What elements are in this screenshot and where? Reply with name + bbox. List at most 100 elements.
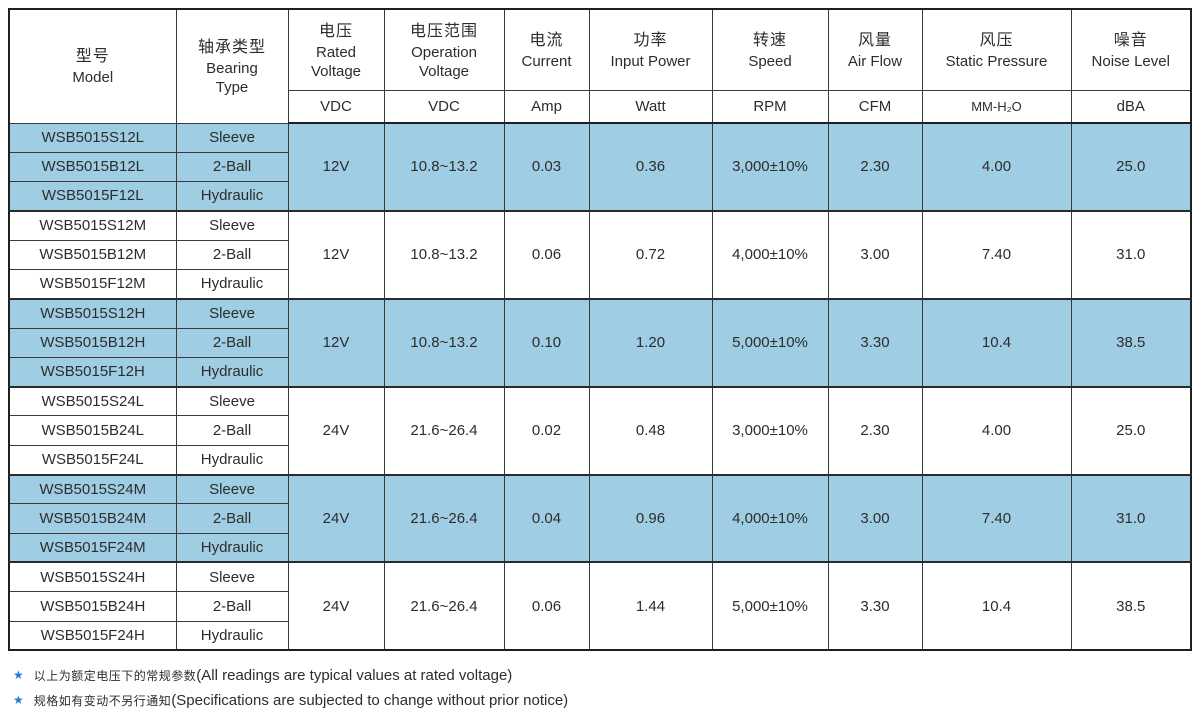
unit-header-speed: RPM: [711, 90, 829, 124]
star-icon: ★: [13, 693, 24, 707]
table-row: WSB5015S24H Sleeve 24V 21.6~26.4 0.06 1.…: [8, 561, 1192, 651]
rated-voltage-cell: 12V: [287, 297, 385, 388]
unit-header-static-pressure: MM-H₂O: [921, 90, 1072, 124]
footnotes: ★ 以上为额定电压下的常规参数(All readings are typical …: [13, 663, 568, 713]
operation-voltage-cell: 10.8~13.2: [383, 297, 505, 388]
bearing-cell: Sleeve: [175, 209, 289, 241]
model-cell: WSB5015F12M: [8, 268, 177, 300]
bearing-cell: 2-Ball: [175, 327, 289, 358]
bearing-cell: Hydraulic: [175, 444, 289, 476]
footnote-text-en: (All readings are typical values at rate…: [196, 667, 513, 684]
model-cell: WSB5015B12M: [8, 239, 177, 270]
model-cell: WSB5015S12H: [8, 297, 177, 329]
input-power-cell: 0.96: [588, 473, 713, 563]
table-row: WSB5015B12L 2-Ball: [8, 151, 1191, 183]
table-row: WSB5015B12H 2-Ball: [8, 327, 1191, 358]
table-row: WSB5015B24H 2-Ball: [8, 591, 1191, 622]
current-cell: 0.06: [503, 561, 590, 651]
air-flow-cell: 3.00: [827, 473, 923, 563]
bearing-cell: Sleeve: [175, 385, 289, 417]
bearing-cell: 2-Ball: [175, 503, 289, 534]
table-row: WSB5015F24L Hydraulic: [8, 444, 1191, 476]
model-cell: WSB5015B24L: [8, 415, 177, 446]
current-cell: 0.02: [503, 385, 590, 476]
speed-cell: 4,000±10%: [711, 209, 829, 300]
static-pressure-cell: 4.00: [921, 122, 1072, 212]
table-header: 型号 Model 轴承类型 Bearing Type 电压 Rated Volt…: [8, 8, 1192, 124]
operation-voltage-cell: 21.6~26.4: [383, 561, 505, 651]
unit-header-air-flow: CFM: [827, 90, 923, 124]
bearing-cell: Sleeve: [175, 297, 289, 329]
rated-voltage-cell: 24V: [287, 385, 385, 476]
operation-voltage-cell: 21.6~26.4: [383, 385, 505, 476]
model-cell: WSB5015S24L: [8, 385, 177, 417]
bearing-cell: 2-Ball: [175, 239, 289, 270]
column-header-noise-level: 噪音 Noise Level: [1070, 8, 1192, 91]
model-cell: WSB5015F24L: [8, 444, 177, 476]
footnote-text-zh: 规格如有变动不另行通知: [33, 694, 172, 708]
noise-level-cell: 38.5: [1070, 561, 1192, 651]
rated-voltage-cell: 24V: [287, 473, 385, 563]
header-model-zh: 型号: [75, 48, 110, 66]
model-cell: WSB5015F24M: [8, 532, 177, 563]
air-flow-cell: 3.00: [827, 209, 923, 300]
model-cell: WSB5015S24M: [8, 473, 177, 505]
model-cell: WSB5015S24H: [8, 561, 177, 593]
model-cell: WSB5015B24H: [8, 591, 177, 622]
column-header-input-power: 功率 Input Power: [588, 8, 713, 91]
model-cell: WSB5015F12H: [8, 356, 177, 388]
bearing-cell: 2-Ball: [175, 151, 289, 183]
table-row: WSB5015S24M Sleeve 24V 21.6~26.4 0.04 0.…: [8, 473, 1192, 563]
column-header-rated-voltage: 电压 Rated Voltage: [287, 8, 385, 91]
model-cell: WSB5015B12L: [8, 151, 177, 183]
operation-voltage-cell: 10.8~13.2: [383, 209, 505, 300]
rated-voltage-cell: 12V: [287, 209, 385, 300]
header-bearing-zh: 轴承类型: [197, 38, 266, 56]
footnote-text-zh: 以上为额定电压下的常规参数: [33, 669, 197, 683]
air-flow-cell: 2.30: [827, 122, 923, 212]
operation-voltage-cell: 10.8~13.2: [383, 122, 505, 212]
header-model-en: Model: [72, 69, 114, 87]
rated-voltage-cell: 12V: [287, 122, 385, 212]
input-power-cell: 0.72: [588, 209, 713, 300]
model-cell: WSB5015F12L: [8, 181, 177, 212]
unit-header-operation-voltage: VDC: [383, 90, 505, 124]
fan-spec-table: 型号 Model 轴承类型 Bearing Type 电压 Rated Volt…: [8, 8, 1192, 652]
bearing-cell: Sleeve: [175, 561, 289, 593]
static-pressure-cell: 10.4: [921, 297, 1072, 388]
table-body: WSB5015S12L Sleeve 12V 10.8~13.2 0.03 0.…: [8, 122, 1192, 651]
noise-level-cell: 31.0: [1070, 473, 1192, 563]
input-power-cell: 0.36: [588, 122, 713, 212]
table-row: WSB5015B12M 2-Ball: [8, 239, 1191, 270]
input-power-cell: 1.20: [588, 297, 713, 388]
speed-cell: 5,000±10%: [711, 561, 829, 651]
model-cell: WSB5015S12M: [8, 209, 177, 241]
bearing-cell: Hydraulic: [175, 181, 289, 212]
unit-header-current: Amp: [503, 90, 590, 124]
bearing-cell: Hydraulic: [175, 532, 289, 563]
column-header-static-pressure: 风压 Static Pressure: [921, 8, 1072, 91]
table-row: WSB5015F24M Hydraulic: [8, 532, 1191, 563]
table-row: WSB5015S12H Sleeve 12V 10.8~13.2 0.10 1.…: [8, 297, 1192, 388]
model-cell: WSB5015S12L: [8, 122, 177, 153]
static-pressure-cell: 7.40: [921, 473, 1072, 563]
input-power-cell: 1.44: [588, 561, 713, 651]
static-pressure-cell: 4.00: [921, 385, 1072, 476]
rated-voltage-cell: 24V: [287, 561, 385, 651]
noise-level-cell: 25.0: [1070, 385, 1192, 476]
footnote-text-en: (Specifications are subjected to change …: [171, 692, 569, 709]
star-icon: ★: [13, 668, 24, 682]
operation-voltage-cell: 21.6~26.4: [383, 473, 505, 563]
model-cell: WSB5015B24M: [8, 503, 177, 534]
air-flow-cell: 3.30: [827, 561, 923, 651]
bearing-cell: Hydraulic: [175, 620, 289, 651]
current-cell: 0.03: [503, 122, 590, 212]
unit-header-input-power: Watt: [588, 90, 713, 124]
speed-cell: 5,000±10%: [711, 297, 829, 388]
unit-header-rated-voltage: VDC: [287, 90, 385, 124]
air-flow-cell: 3.30: [827, 297, 923, 388]
air-flow-cell: 2.30: [827, 385, 923, 476]
column-header-air-flow: 风量 Air Flow: [827, 8, 923, 91]
table-row: WSB5015F12H Hydraulic: [8, 356, 1191, 388]
